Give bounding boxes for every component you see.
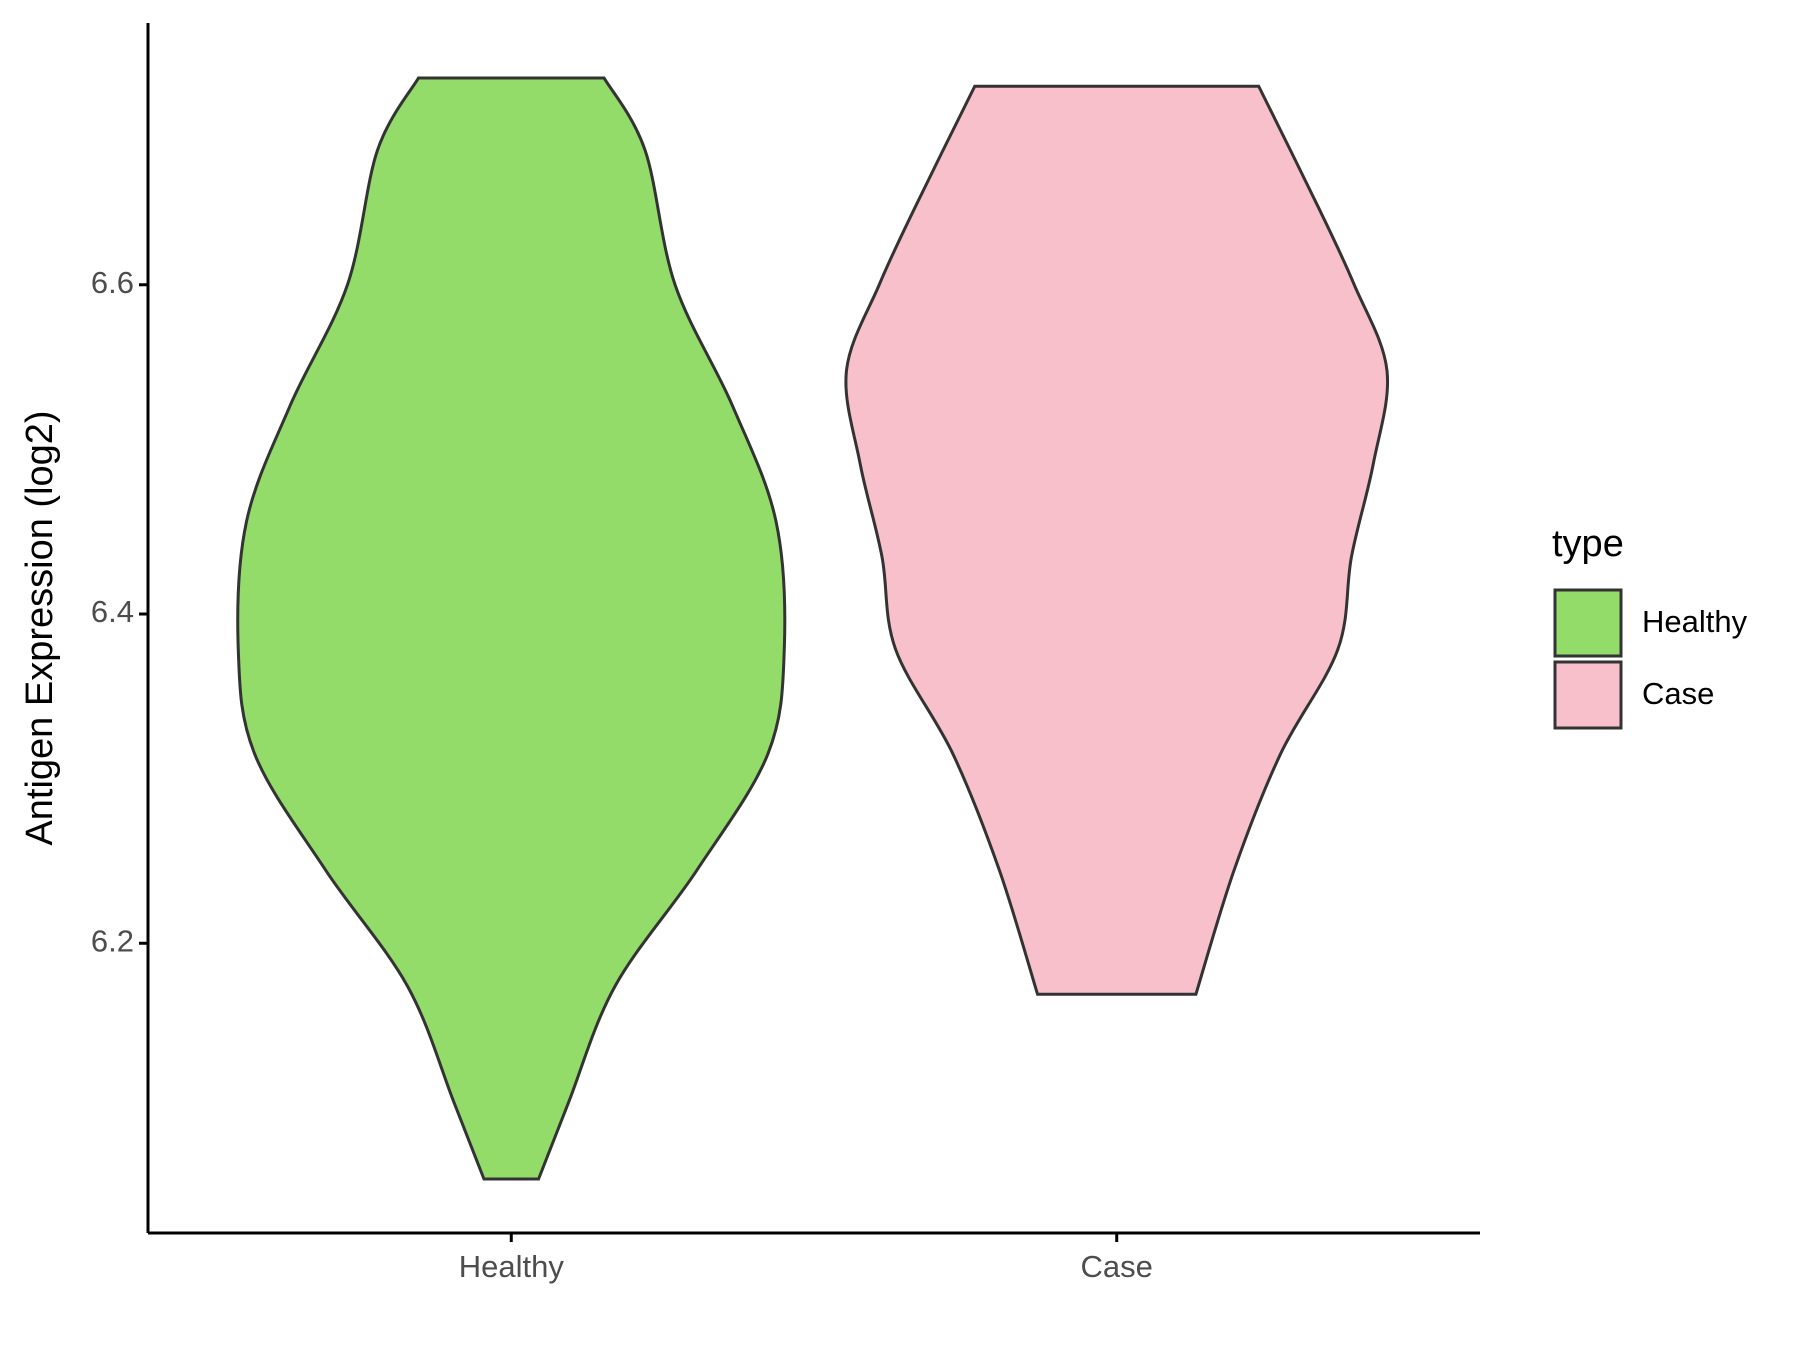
x-tick-label: Case [1081,1249,1153,1284]
violin [236,76,787,1181]
legend-key [1553,588,1623,658]
legend-label: Case [1642,676,1714,711]
legend-key [1553,660,1623,730]
y-axis-label: Antigen Expression (log2) [19,410,61,845]
y-tick-label: 6.4 [91,594,134,629]
y-tick-label: 6.6 [91,265,134,300]
violin [844,84,1390,996]
legend-title: type [1552,523,1624,565]
x-tick-label: Healthy [459,1249,565,1284]
y-tick-label: 6.2 [91,923,134,958]
legend-label: Healthy [1642,604,1748,639]
